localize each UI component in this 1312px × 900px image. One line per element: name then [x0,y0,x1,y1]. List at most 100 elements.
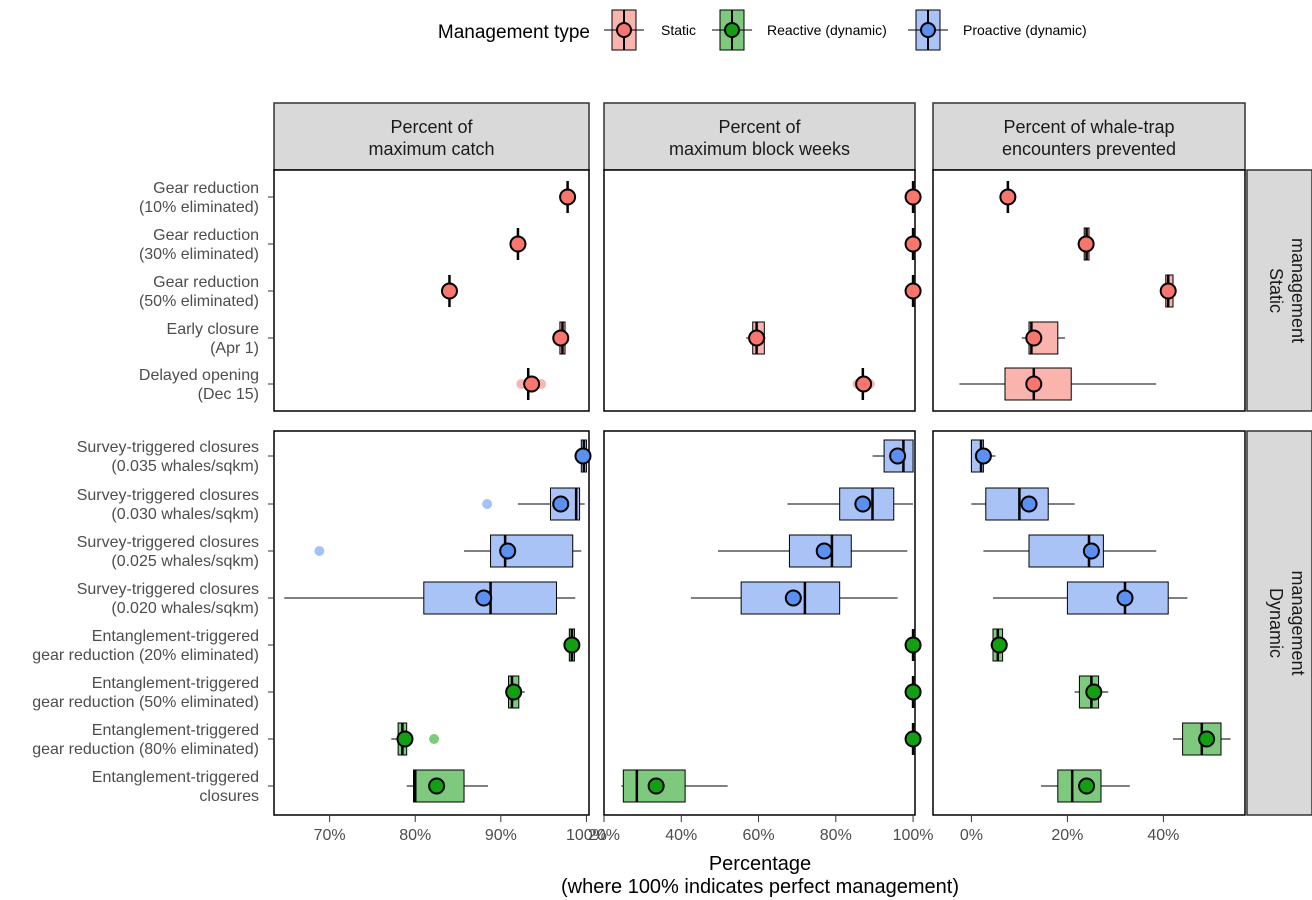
mean-point [974,447,992,465]
boxplot [852,368,875,400]
mean-point [523,375,541,393]
mean-point [552,329,570,347]
mean-point [1025,329,1043,347]
boxplot [1159,274,1177,308]
boxplot [552,321,570,355]
row-label: (0.020 whales/sqkm) [111,600,259,617]
row-label: (0.030 whales/sqkm) [111,506,259,523]
row-label: (10% eliminated) [139,199,259,216]
boxplot [1173,722,1231,756]
x-tick-label: 40% [1147,827,1179,844]
facet-strip-label: maximum block weeks [669,139,850,159]
mean-point [1198,730,1216,748]
facet-strip-row-label: management [1288,238,1308,343]
row-label: (Apr 1) [210,340,259,357]
boxplot [284,581,576,615]
mean-point [904,188,922,206]
panel [932,430,1246,816]
boxplot [717,534,908,568]
boxplot [904,275,922,307]
mean-point [904,235,922,253]
boxplot [990,628,1008,662]
row-label: Early closure [167,321,260,338]
legend-key-point [724,22,740,38]
mean-point [904,730,922,748]
row-label: (50% eliminated) [139,293,259,310]
row-label: Gear reduction [153,180,259,197]
mean-point [499,542,517,560]
boxplot [904,629,922,661]
row-label: Entanglement-triggered [92,722,259,739]
legend-key-point [616,22,632,38]
boxplot [872,439,914,473]
mean-point [854,495,872,513]
facet-strip-column [603,102,916,171]
box [883,439,914,473]
facet-strip-label: Percent of whale-trap [1003,117,1174,137]
row-label: (0.035 whales/sqkm) [111,458,259,475]
facet-strip-column [932,102,1246,171]
boxplot [904,228,922,260]
x-tick-label: 70% [314,827,346,844]
mean-point [1159,282,1177,300]
facet-strip-column [273,102,590,171]
boxplot [970,439,996,473]
boxplot [1021,321,1065,355]
row-label: gear reduction (50% eliminated) [32,694,259,711]
row-label: Delayed opening [139,367,259,384]
facet-strip-label: Percent of [390,117,473,137]
boxplot [314,534,582,568]
outlier-point [429,734,440,744]
row-label: Survey-triggered closures [77,534,259,551]
boxplot [1074,675,1109,709]
boxplot [505,675,525,709]
row-label: Gear reduction [153,227,259,244]
panel [932,169,1246,412]
boxplot [904,181,922,213]
mean-point [1082,542,1100,560]
mean-point [574,447,592,465]
mean-point [505,683,523,701]
mean-point [1085,683,1103,701]
row-label: gear reduction (20% eliminated) [32,647,259,664]
x-tick-label: 20% [1051,827,1083,844]
facet-strip-row-label: Dynamic [1266,588,1286,658]
mean-point [552,495,570,513]
mean-point [509,235,527,253]
boxplot [406,769,488,803]
mean-point [440,282,458,300]
panel [273,430,590,816]
legend-label: Static [661,22,696,38]
row-label: Survey-triggered closures [77,581,259,598]
x-axis-label: Percentage [709,853,811,875]
boxplot [904,723,922,755]
legend-key-point [920,22,936,38]
mean-point [559,188,577,206]
boxplot [1077,227,1095,261]
boxplot [621,769,728,803]
mean-point [396,730,414,748]
boxplot [509,228,527,260]
panel [603,169,916,412]
facet-strip-label: Percent of [718,117,801,137]
row-label: Gear reduction [153,274,259,291]
mean-point [904,636,922,654]
mean-point [1078,777,1096,795]
facet-strip-row-label: management [1288,570,1308,675]
row-label: (0.025 whales/sqkm) [111,553,259,570]
boxplot [482,487,585,521]
boxplot [516,368,547,400]
outlier-point [482,499,493,509]
legend-title: Management type [438,22,590,43]
mean-point [475,589,493,607]
mean-point [784,589,802,607]
boxplot [971,487,1075,521]
mean-point [999,188,1017,206]
boxplot [959,367,1157,401]
row-label: (Dec 15) [198,386,259,403]
x-tick-label: 80% [820,827,852,844]
boxplot [574,439,592,473]
boxplot [563,628,581,662]
mean-point [1025,375,1043,393]
mean-point [748,329,766,347]
